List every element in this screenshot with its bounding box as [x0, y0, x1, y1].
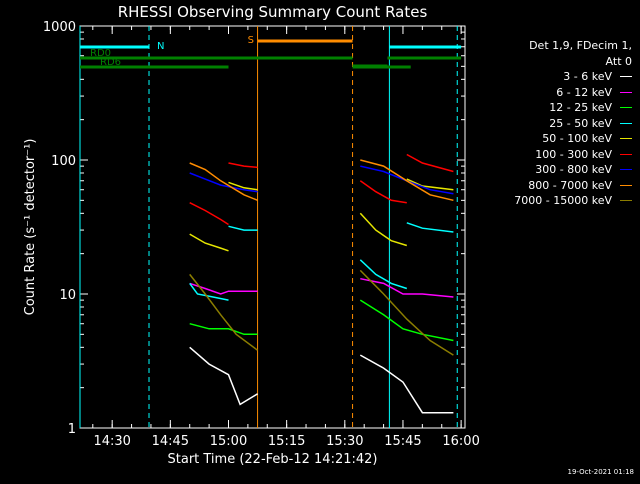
legend-label: 6 - 12 keV — [556, 85, 612, 99]
series-line — [359, 212, 408, 247]
x-tick-label: 14:45 — [152, 434, 189, 449]
legend-entry: 50 - 100 keV — [462, 131, 632, 147]
x-tick-label: 15:15 — [268, 434, 305, 449]
series-line — [359, 299, 454, 342]
x-tick-label: 15:00 — [210, 434, 247, 449]
generation-timestamp: 19-Oct-2021 01:18 — [567, 468, 634, 476]
legend-label: 800 - 7000 keV — [528, 178, 612, 192]
series-line — [189, 233, 229, 252]
legend-entry: 100 - 300 keV — [462, 147, 632, 163]
legend-label: 300 - 800 keV — [535, 163, 612, 176]
legend-label: 25 - 50 keV — [549, 116, 612, 130]
x-tick-label: 16:00 — [442, 434, 479, 449]
legend-swatch — [620, 153, 632, 155]
legend-swatch — [620, 76, 632, 78]
x-tick-label: 14:30 — [93, 434, 130, 449]
flag-label-s: S — [248, 35, 254, 46]
legend-label: 100 - 300 keV — [535, 147, 612, 161]
series-line — [189, 202, 229, 226]
flag-label-rd0: RD0 — [90, 48, 111, 59]
series-line — [359, 354, 454, 414]
legend-header-line-1: Det 1,9, FDecim 1, — [529, 39, 632, 52]
legend-swatch — [620, 122, 632, 124]
legend-entry: 7000 - 15000 keV — [462, 193, 632, 209]
series-line — [228, 181, 258, 191]
legend-header-line-2: Att 0 — [605, 54, 632, 68]
flag-label-n: N — [157, 41, 164, 52]
series-line — [189, 172, 258, 193]
legend-label: 3 - 6 keV — [563, 70, 612, 83]
y-axis-label: Count Rate (s⁻¹ detector⁻¹) — [23, 139, 38, 316]
legend-swatch — [620, 184, 632, 186]
series-line — [228, 162, 258, 169]
legend-entry: 800 - 7000 keV — [462, 178, 632, 194]
x-tick-label: 15:45 — [384, 434, 421, 449]
series-line — [189, 162, 258, 201]
x-axis-label: Start Time (22-Feb-12 14:21:42) — [168, 452, 378, 467]
legend-entry: 300 - 800 keV — [462, 162, 632, 178]
legend-label: 7000 - 15000 keV — [514, 194, 612, 207]
legend-swatch — [620, 107, 632, 109]
series-line — [189, 322, 258, 336]
y-tick-label: 10 — [59, 288, 76, 303]
flag-label-rd6: RD6 — [100, 57, 121, 68]
legend-entry: 3 - 6 keV — [462, 69, 632, 85]
plot-frame — [79, 25, 466, 429]
series-line — [189, 273, 259, 351]
chart-title: RHESSI Observing Summary Count Rates — [118, 3, 428, 21]
series-line — [189, 282, 229, 301]
series-line — [228, 225, 258, 231]
y-tick-label: 1 — [68, 422, 76, 437]
series-line — [406, 222, 454, 233]
series-line — [189, 282, 258, 295]
y-tick-label: 1000 — [43, 20, 76, 35]
y-tick-label: 100 — [51, 154, 76, 169]
x-tick-label: 15:30 — [326, 434, 363, 449]
legend-swatch — [620, 169, 632, 171]
series-line — [406, 153, 454, 173]
series-line — [360, 277, 454, 298]
legend-entry: 25 - 50 keV — [462, 116, 632, 132]
series-line — [359, 259, 408, 290]
legend-label: 12 - 25 keV — [549, 101, 612, 114]
series-line — [189, 346, 258, 406]
legend: Det 1,9, FDecim 1, Att 0 3 - 6 keV 6 - 12… — [462, 38, 632, 209]
legend-swatch — [620, 138, 632, 140]
series-line — [360, 159, 454, 202]
legend-entry: 12 - 25 keV — [462, 100, 632, 116]
legend-label: 50 - 100 keV — [542, 132, 612, 145]
legend-swatch — [620, 200, 632, 202]
legend-entry: 6 - 12 keV — [462, 85, 632, 101]
series-line — [359, 269, 454, 356]
legend-swatch — [620, 91, 632, 93]
series-line — [359, 180, 407, 204]
